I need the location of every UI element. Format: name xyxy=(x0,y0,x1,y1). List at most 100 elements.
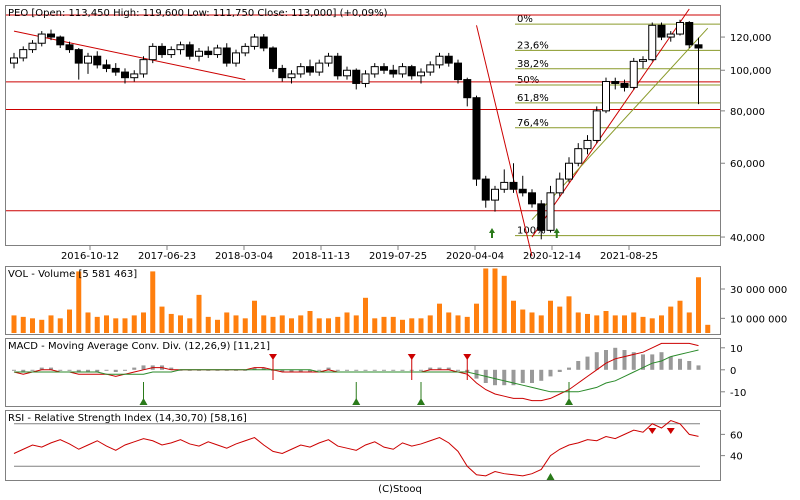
candle-body xyxy=(195,50,203,57)
macd-histogram-bar xyxy=(391,369,396,371)
volume-bar xyxy=(501,275,507,333)
volume-title: VOL - Volume [5 581 463] xyxy=(8,269,137,280)
candle-body xyxy=(454,62,462,81)
candle-body xyxy=(555,178,564,194)
macd-histogram-bar xyxy=(113,369,118,372)
candle-body xyxy=(352,69,361,84)
volume-bar xyxy=(150,271,156,333)
volume-bar xyxy=(455,315,461,333)
volume-bar xyxy=(483,268,489,333)
macd-y-tick-label: 10 xyxy=(730,344,743,355)
candle-body xyxy=(629,60,638,88)
candle-body xyxy=(204,50,213,56)
volume-bar xyxy=(307,311,313,333)
rsi-panel: 60 40 xyxy=(13,420,743,480)
price-x-tick-label: 2019-07-25 xyxy=(369,251,427,262)
candle-body xyxy=(278,67,287,79)
volume-bar xyxy=(686,312,692,333)
macd-histogram-bar xyxy=(363,369,368,371)
price-x-tick-label: 2016-10-12 xyxy=(61,251,119,262)
volume-bar xyxy=(196,294,202,333)
candle-body xyxy=(528,192,536,205)
macd-signal-line xyxy=(14,349,699,393)
volume-bar xyxy=(575,312,581,333)
volume-bar xyxy=(159,306,165,333)
macd-histogram-bar xyxy=(631,352,636,370)
price-y-tick-label: 40,000 xyxy=(730,233,765,244)
candle-body xyxy=(361,73,370,84)
candle-body xyxy=(232,52,240,64)
rsi-sell-marker xyxy=(648,428,657,434)
price-x-tick-label: 2018-03-04 xyxy=(215,251,273,262)
sell-signal-marker xyxy=(269,354,277,360)
candle-body xyxy=(111,67,120,73)
volume-bar xyxy=(557,306,563,333)
rsi-title: RSI - Relative Strength Index (14,30,70)… xyxy=(8,413,247,424)
candle-body xyxy=(10,57,18,64)
volume-bar xyxy=(622,315,627,333)
candle-body xyxy=(306,66,314,73)
volume-bar xyxy=(427,315,433,333)
volume-bar xyxy=(529,312,535,333)
volume-bar xyxy=(326,318,331,333)
macd-histogram-bar xyxy=(141,365,146,370)
macd-histogram-bar xyxy=(354,369,359,371)
volume-bar xyxy=(511,300,516,333)
candle-body xyxy=(315,62,324,73)
volume-panel: 10 000 000 30 000 000 xyxy=(11,268,787,333)
candle-body xyxy=(84,55,92,64)
volume-bar xyxy=(418,318,424,333)
candle-body xyxy=(509,181,518,190)
volume-bar xyxy=(57,318,63,333)
candle-body xyxy=(500,181,509,190)
volume-bar xyxy=(696,277,701,333)
candle-body xyxy=(583,139,592,150)
macd-histogram-bar xyxy=(520,369,525,383)
candle-body xyxy=(250,36,259,47)
candle-body xyxy=(546,192,555,231)
candle-body xyxy=(491,188,499,201)
candle-body xyxy=(611,81,620,84)
macd-histogram-bar xyxy=(456,369,460,371)
macd-histogram-bar xyxy=(502,369,507,386)
candle-body xyxy=(167,49,176,56)
volume-bar xyxy=(122,318,128,333)
candle-body xyxy=(481,178,490,201)
volume-bar xyxy=(316,318,322,333)
macd-histogram-bar xyxy=(335,369,340,371)
macd-histogram-bar xyxy=(317,369,322,371)
candle-body xyxy=(398,66,407,75)
candle-body xyxy=(518,188,527,194)
candle-body xyxy=(47,33,55,38)
buy-signal-arrow xyxy=(553,228,560,238)
candle-body xyxy=(666,33,675,38)
rsi-y-tick-label: 40 xyxy=(730,452,743,463)
volume-bar xyxy=(168,313,174,333)
candle-body xyxy=(565,162,573,180)
macd-histogram-bar xyxy=(493,369,497,386)
candle-body xyxy=(380,66,388,71)
macd-histogram-bar xyxy=(539,369,544,381)
macd-histogram-bar xyxy=(132,367,137,370)
candle-body xyxy=(333,55,342,77)
macd-histogram-bar xyxy=(641,354,645,370)
volume-bar xyxy=(353,315,359,333)
macd-histogram-bar xyxy=(58,369,63,371)
volume-bar xyxy=(67,309,72,333)
candle-body xyxy=(370,66,379,75)
candle-body xyxy=(213,47,222,56)
volume-bar xyxy=(566,296,572,333)
price-panel-frame xyxy=(5,5,721,246)
volume-y-tick-label: 30 000 000 xyxy=(730,285,787,296)
candle-body xyxy=(19,49,28,59)
macd-histogram-bar xyxy=(576,361,581,370)
macd-histogram-bar xyxy=(400,369,405,371)
macd-histogram-bar xyxy=(76,369,81,372)
candle-body xyxy=(158,45,166,56)
volume-bar xyxy=(631,312,637,333)
macd-histogram-bar xyxy=(104,369,109,371)
candle-body xyxy=(241,45,250,54)
macd-histogram-bar xyxy=(557,369,562,372)
candle-body xyxy=(93,55,102,66)
